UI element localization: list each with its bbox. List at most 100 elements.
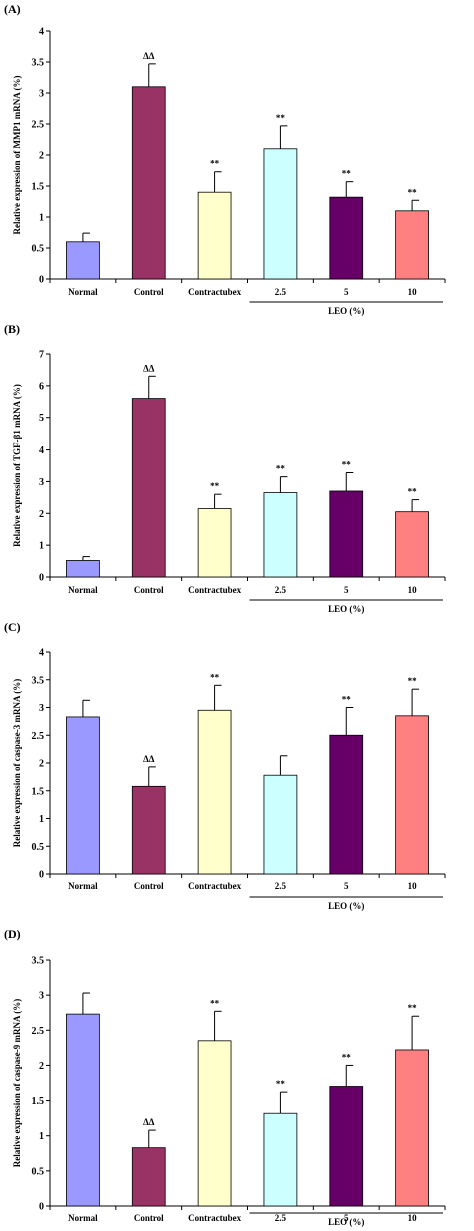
significance-label: ** (210, 481, 220, 491)
significance-label: ** (408, 676, 418, 686)
significance-label: ** (408, 1003, 418, 1013)
group-label: LEO (%) (328, 604, 364, 614)
y-tick-label: 4 (39, 648, 44, 659)
category-label: 10 (408, 585, 418, 595)
category-label: Normal (68, 881, 98, 891)
y-tick-label: 0 (39, 870, 44, 881)
group-label: LEO (%) (328, 306, 364, 316)
y-tick-label: 3.5 (32, 675, 45, 686)
category-label: 5 (344, 287, 349, 297)
significance-label: ** (276, 113, 286, 123)
category-label: 5 (344, 585, 349, 595)
significance-label: ΔΔ (143, 363, 155, 373)
bar-control (131, 785, 166, 875)
y-tick-label: 3 (39, 477, 44, 488)
y-tick-label: 2 (39, 759, 44, 770)
group-label: LEO (%) (328, 901, 364, 911)
y-tick-label: 2.5 (32, 120, 45, 131)
bar-2-5 (263, 1112, 298, 1207)
y-tick-label: 2 (39, 509, 44, 520)
y-tick-label: 1.5 (32, 1096, 45, 1107)
y-tick-label: 0.5 (32, 1166, 45, 1177)
significance-label: ** (342, 695, 352, 705)
y-axis-label: Relative expression of TGF-β1 mRNA (%) (12, 384, 22, 547)
significance-label: ** (342, 460, 352, 470)
chart-panel-2: (B) 0 1 2 3 4 5 6 7 Relative expression of TGF-β1… (4, 322, 446, 614)
y-axis-label: Relative expression of caspase-9 mRNA (%… (12, 999, 22, 1168)
panel-label: (C) (4, 620, 21, 634)
significance-label: ** (210, 159, 220, 169)
bar-control (131, 1147, 166, 1207)
chart-panel-4: (D) 0 0.5 1 1.5 2 2.5 3 3.5 Relative expression o… (4, 927, 446, 1227)
category-label: Contractubex (188, 585, 241, 595)
y-tick-label: 2 (39, 1061, 44, 1072)
y-tick-label: 1 (39, 541, 44, 552)
category-label: 2.5 (275, 881, 287, 891)
category-label: 10 (408, 1213, 418, 1223)
category-label: Control (134, 1213, 164, 1223)
significance-label: ** (408, 187, 418, 197)
category-label: Normal (68, 287, 98, 297)
y-tick-label: 0 (39, 275, 44, 286)
bar-5 (329, 490, 364, 578)
bar-2-5 (263, 148, 298, 280)
y-tick-label: 0.5 (32, 842, 45, 853)
chart-panel-3: (C) 0 0.5 1 1.5 2 2.5 3 3.5 4 Relative expression … (4, 620, 446, 911)
category-label: Normal (68, 1213, 98, 1223)
group-label: LEO (%) (328, 1217, 364, 1227)
y-tick-label: 2.5 (32, 731, 45, 742)
y-axis-label: Relative expression of MMP1 mRNA (%) (12, 75, 22, 234)
category-label: 2.5 (275, 585, 287, 595)
bar-5 (329, 734, 364, 875)
significance-label: ** (342, 1052, 352, 1062)
category-label: Control (134, 585, 164, 595)
category-label: 5 (344, 1213, 349, 1223)
y-tick-label: 0 (39, 1202, 44, 1213)
y-tick-label: 1.5 (32, 786, 45, 797)
bar-control (131, 398, 166, 578)
y-tick-label: 2 (39, 151, 44, 162)
bar-5 (329, 1086, 364, 1207)
y-tick-label: 0 (39, 573, 44, 584)
panel-label: (A) (4, 2, 21, 16)
bar-2-5 (263, 774, 298, 875)
bar-contractubex (197, 1040, 232, 1207)
bar-contractubex (197, 508, 232, 578)
y-tick-label: 3 (39, 703, 44, 714)
y-tick-label: 6 (39, 381, 44, 392)
category-label: 10 (408, 881, 418, 891)
significance-label: ** (342, 169, 352, 179)
y-tick-label: 1 (39, 814, 44, 825)
significance-label: ΔΔ (143, 754, 155, 764)
y-tick-label: 1 (39, 1131, 44, 1142)
category-label: Control (134, 881, 164, 891)
bar-normal (66, 716, 100, 875)
bar-10 (395, 1049, 429, 1207)
bar-2-5 (263, 492, 298, 578)
significance-label: ** (276, 464, 286, 474)
significance-label: ** (210, 998, 220, 1008)
y-tick-label: 7 (39, 350, 44, 361)
y-tick-label: 4 (39, 27, 44, 38)
y-tick-label: 3.5 (32, 58, 45, 69)
y-tick-label: 3.5 (32, 956, 45, 967)
category-label: Contractubex (188, 881, 241, 891)
category-label: Normal (68, 585, 98, 595)
bar-normal (66, 241, 100, 280)
bar-control (131, 86, 166, 280)
y-tick-label: 0.5 (32, 244, 45, 255)
category-label: 2.5 (275, 1213, 287, 1223)
category-label: Contractubex (188, 1213, 241, 1223)
y-axis-label: Relative expression of caspase-3 mRNA (%… (12, 679, 22, 848)
significance-label: ΔΔ (143, 51, 155, 61)
category-label: Control (134, 287, 164, 297)
bar-10 (395, 715, 429, 875)
bar-normal (66, 560, 100, 578)
category-label: 10 (408, 287, 418, 297)
panel-label: (B) (4, 322, 20, 336)
y-tick-label: 2.5 (32, 1026, 45, 1037)
bar-5 (329, 196, 364, 280)
bar-10 (395, 210, 429, 280)
significance-label: ** (408, 487, 418, 497)
